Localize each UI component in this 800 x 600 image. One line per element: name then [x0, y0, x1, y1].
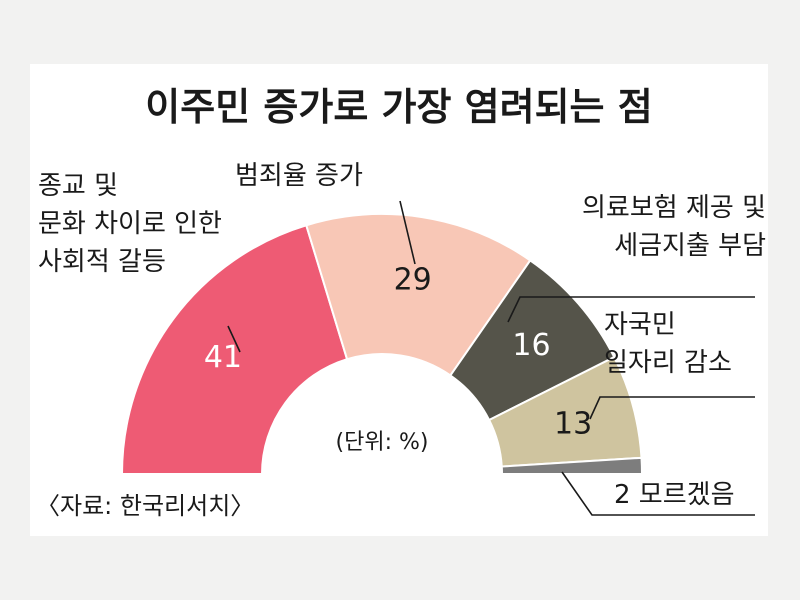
slice-label-4: 자국민 일자리 감소 — [604, 310, 732, 378]
slice-value-4: 13 — [554, 406, 592, 441]
slice-label-1: 종교 및 문화 차이로 인한 사회적 갈등 — [38, 171, 222, 277]
leader-line-5 — [561, 471, 755, 516]
slice-value-2: 29 — [394, 262, 432, 297]
leader-line-4 — [589, 396, 755, 420]
leader-line-2 — [399, 200, 416, 265]
slice-value-3: 16 — [512, 328, 550, 363]
slice-label-2: 범죄율 증가 — [235, 161, 363, 191]
slice-2 — [305, 213, 532, 377]
source-note: 〈자료: 한국리서치〉 — [36, 492, 254, 520]
slice-label-3: 의료보험 제공 및 세금지출 부담 — [582, 193, 766, 261]
semicircle-donut-chart: 이주민 증가로 가장 염려되는 점 종교 및 문화 차이로 인한 사회적 갈등 범죄율… — [36, 85, 766, 520]
slices-group — [120, 213, 644, 475]
chart-title: 이주민 증가로 가장 염려되는 점 — [145, 85, 652, 129]
slice-label-5: 2 모르겠음 — [614, 480, 735, 510]
slice-1 — [120, 224, 349, 475]
unit-note: (단위: %) — [336, 430, 429, 455]
chart-panel: 이주민 증가로 가장 염려되는 점 종교 및 문화 차이로 인한 사회적 갈등 범죄율… — [30, 64, 768, 536]
leader-lines-group — [227, 200, 755, 516]
leader-line-1 — [227, 325, 241, 353]
slice-value-1: 41 — [204, 340, 242, 375]
slice-values-group: 41 29 16 13 — [204, 262, 592, 441]
leader-line-3 — [507, 296, 755, 323]
slice-5 — [500, 456, 644, 475]
